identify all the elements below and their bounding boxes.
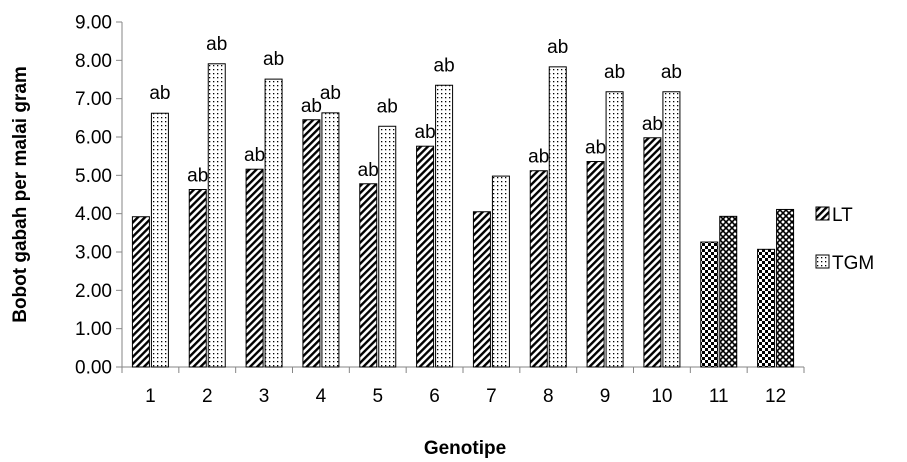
y-tick-label: 0.00	[75, 358, 112, 379]
bar-tgm	[207, 63, 226, 368]
bar-tgm	[605, 91, 624, 368]
data-label: ab	[149, 83, 170, 104]
x-tick-label: 4	[316, 386, 327, 407]
data-label: ab	[263, 49, 284, 70]
data-label: ab	[320, 83, 341, 104]
data-label: ab	[358, 160, 379, 181]
x-tick-label: 9	[600, 386, 611, 407]
bar-tgm	[776, 208, 795, 368]
bar-tgm	[264, 78, 283, 368]
x-tick-label: 1	[145, 386, 156, 407]
x-tick-label: 7	[486, 386, 497, 407]
bar-lt	[643, 137, 662, 368]
bar-lt	[131, 216, 150, 368]
y-tick-label: 3.00	[75, 243, 112, 264]
data-label: ab	[585, 138, 606, 159]
x-axis-title: Genotipe	[424, 438, 506, 459]
data-label: ab	[301, 96, 322, 117]
data-label: ab	[206, 34, 227, 55]
x-tick-label: 12	[765, 386, 786, 407]
data-label: ab	[642, 114, 663, 135]
legend-swatch-tgm	[815, 254, 830, 269]
x-tick-label: 10	[651, 386, 672, 407]
bar-lt	[700, 241, 719, 368]
bar-lt	[757, 248, 776, 368]
x-tick-label: 6	[429, 386, 440, 407]
bar-tgm	[491, 175, 510, 368]
bar-tgm	[435, 84, 454, 368]
y-tick-label: 2.00	[75, 281, 112, 302]
y-tick-label: 1.00	[75, 319, 112, 340]
legend-label-tgm: TGM	[832, 253, 874, 274]
x-tick-label: 5	[372, 386, 383, 407]
bar-tgm	[719, 215, 738, 368]
axes: 0.00 1.00 2.00 3.00 4.00 5.00 6.00 7.00 8.00 9.00…	[75, 13, 805, 407]
x-tick-label: 2	[202, 386, 213, 407]
y-tick-label: 4.00	[75, 204, 112, 225]
data-label: ab	[528, 147, 549, 168]
data-label: ab	[187, 166, 208, 187]
bar-tgm	[548, 66, 567, 368]
legend: LT TGM	[815, 205, 874, 274]
x-tick-label: 11	[709, 386, 729, 407]
y-tick-label: 6.00	[75, 128, 112, 149]
bar-lt	[416, 145, 435, 368]
bar-tgm	[662, 91, 681, 368]
bar-tgm	[378, 125, 397, 368]
bar-lt	[188, 189, 207, 368]
bar-lt	[586, 161, 605, 368]
data-label: ab	[661, 62, 682, 83]
y-tick-label: 5.00	[75, 166, 112, 187]
y-tick-label: 7.00	[75, 89, 112, 110]
data-label: ab	[434, 55, 455, 76]
legend-label-lt: LT	[832, 205, 853, 226]
y-tick-label: 9.00	[75, 13, 112, 34]
y-axis-title: Bobot gabah per malai gram	[10, 66, 31, 323]
bar-lt	[359, 183, 378, 368]
y-tick-label: 8.00	[75, 51, 112, 72]
bar-tgm	[150, 112, 169, 368]
bar-tgm	[321, 112, 340, 368]
data-label: ab	[604, 62, 625, 83]
bar-lt	[472, 211, 491, 368]
bar-lt	[529, 170, 548, 368]
data-label: ab	[244, 145, 265, 166]
x-tick-label: 8	[543, 386, 554, 407]
data-label: ab	[547, 37, 568, 58]
bars	[131, 63, 795, 368]
bar-lt	[302, 119, 321, 368]
x-tick-label: 3	[259, 386, 270, 407]
data-label: ab	[377, 96, 398, 117]
data-label: ab	[415, 122, 436, 143]
bar-lt	[245, 168, 264, 368]
legend-swatch-lt	[815, 206, 830, 221]
